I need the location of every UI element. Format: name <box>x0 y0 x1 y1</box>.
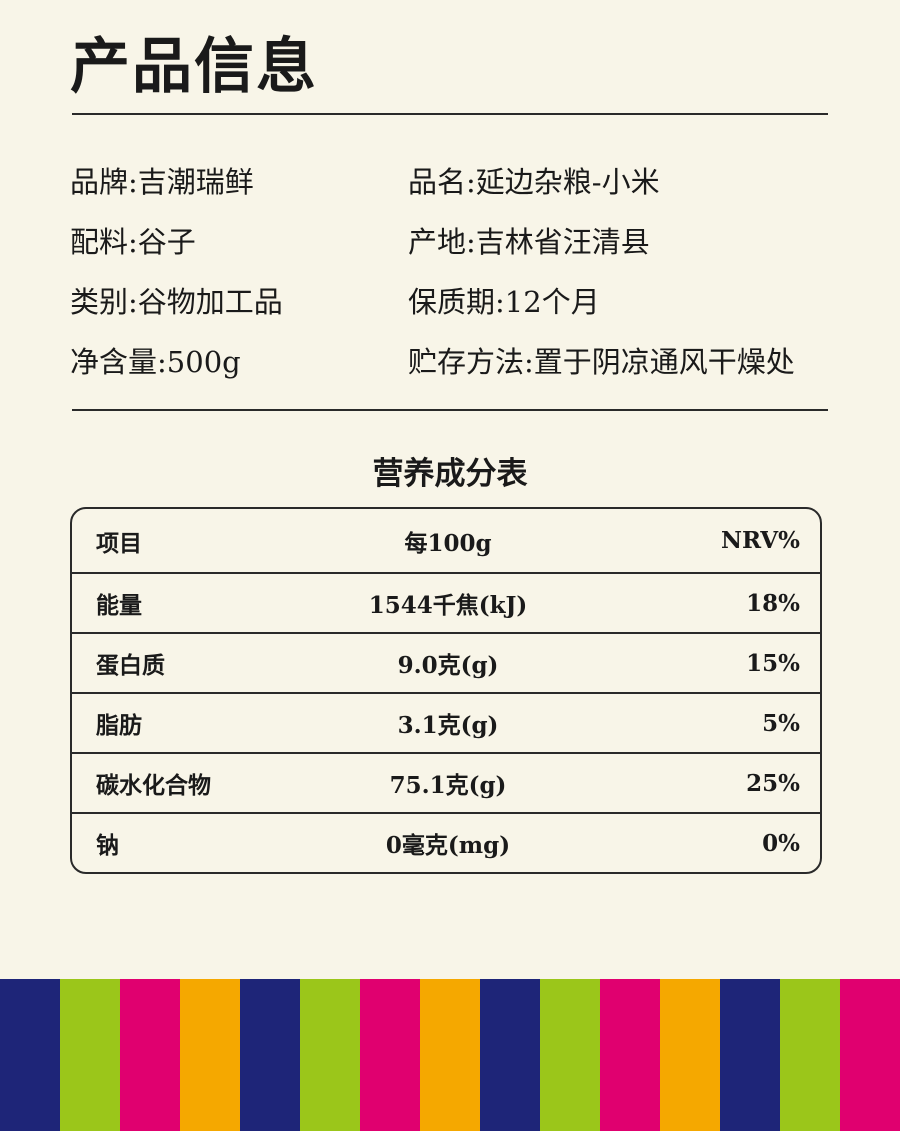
stripe <box>360 979 420 1131</box>
divider <box>72 409 828 411</box>
info-product-name: 品名:延边杂粮-小米 <box>408 165 660 199</box>
table-row: 碳水化合物 75.1克(g) 25% <box>72 752 820 812</box>
info-brand: 品牌:吉潮瑞鲜 <box>70 165 254 199</box>
cell-amount: 3.1克(g) <box>397 712 499 739</box>
page-title: 产品信息 <box>70 32 318 102</box>
header-nrv: NRV% <box>720 527 800 554</box>
stripe <box>120 979 180 1131</box>
stripe <box>60 979 120 1131</box>
cell-item: 钠 <box>96 832 119 859</box>
info-net-weight: 净含量:500g <box>70 345 241 379</box>
cell-item: 脂肪 <box>96 712 142 739</box>
table-row: 蛋白质 9.0克(g) 15% <box>72 632 820 692</box>
table-row: 脂肪 3.1克(g) 5% <box>72 692 820 752</box>
info-shelf-life: 保质期:12个月 <box>408 285 600 319</box>
cell-amount: 1544千焦(kJ) <box>368 592 528 619</box>
stripe <box>720 979 780 1131</box>
stripe <box>540 979 600 1131</box>
info-row: 品牌:吉潮瑞鲜 品名:延边杂粮-小米 <box>70 150 850 210</box>
divider <box>72 113 828 115</box>
nutrition-title: 营养成分表 <box>372 456 528 492</box>
stripe <box>300 979 360 1131</box>
cell-item: 碳水化合物 <box>96 772 211 799</box>
info-category: 类别:谷物加工品 <box>70 285 283 319</box>
stripe <box>600 979 660 1131</box>
stripe <box>0 979 60 1131</box>
info-row: 净含量:500g 贮存方法:置于阴凉通风干燥处 <box>70 330 850 390</box>
cell-item: 蛋白质 <box>96 652 165 679</box>
info-origin: 产地:吉林省汪清县 <box>408 225 650 259</box>
cell-nrv: 15% <box>746 649 800 677</box>
cell-nrv: 5% <box>762 709 800 737</box>
info-row: 类别:谷物加工品 保质期:12个月 <box>70 270 850 330</box>
header-per-100g: 每100g <box>404 529 492 557</box>
cell-nrv: 0% <box>762 829 800 857</box>
info-ingredients: 配料:谷子 <box>70 225 196 259</box>
nutrition-table: 项目 每100g NRV% 能量 1544千焦(kJ) 18% 蛋白质 9.0克… <box>70 507 822 874</box>
header-item: 项目 <box>96 529 142 557</box>
decorative-stripes <box>0 979 900 1131</box>
cell-amount: 75.1克(g) <box>389 772 507 799</box>
stripe <box>180 979 240 1131</box>
cell-item: 能量 <box>96 592 142 619</box>
table-row: 钠 0毫克(mg) 0% <box>72 812 820 872</box>
stripe <box>420 979 480 1131</box>
stripe <box>240 979 300 1131</box>
info-row: 配料:谷子 产地:吉林省汪清县 <box>70 210 850 270</box>
product-info: 品牌:吉潮瑞鲜 品名:延边杂粮-小米 配料:谷子 产地:吉林省汪清县 类别:谷物… <box>70 150 850 390</box>
cell-nrv: 18% <box>746 589 800 617</box>
info-storage: 贮存方法:置于阴凉通风干燥处 <box>408 345 795 379</box>
cell-amount: 0毫克(mg) <box>385 832 511 859</box>
stripe <box>780 979 840 1131</box>
table-row: 能量 1544千焦(kJ) 18% <box>72 572 820 632</box>
cell-nrv: 25% <box>746 769 800 797</box>
stripe <box>480 979 540 1131</box>
cell-amount: 9.0克(g) <box>397 652 499 679</box>
stripe <box>660 979 720 1131</box>
stripe <box>840 979 900 1131</box>
table-header: 项目 每100g NRV% <box>72 509 820 572</box>
